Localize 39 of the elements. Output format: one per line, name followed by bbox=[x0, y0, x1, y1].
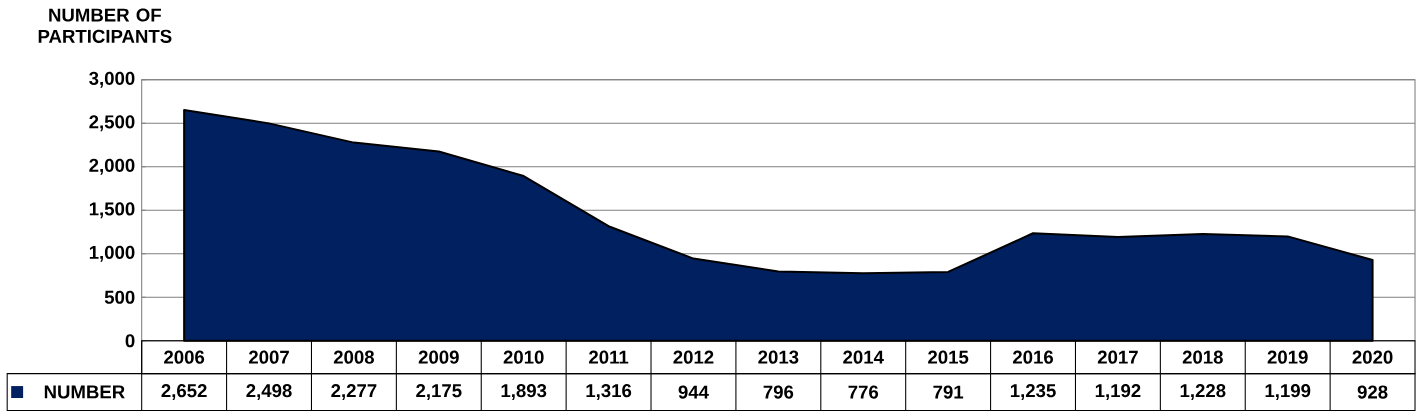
data-label: 1,316 bbox=[586, 383, 632, 400]
x-tick-label: 2015 bbox=[928, 350, 969, 364]
data-label: 2,277 bbox=[331, 383, 377, 400]
y-tick-label: 2,000 bbox=[89, 158, 135, 175]
data-label: 796 bbox=[763, 385, 794, 399]
x-tick-label: 2017 bbox=[1097, 350, 1138, 364]
data-label: 1,893 bbox=[501, 383, 547, 400]
data-label: 2,175 bbox=[416, 383, 462, 400]
data-label: 1,199 bbox=[1265, 383, 1311, 400]
y-axis-title: NUMBER OF PARTICIPANTS bbox=[38, 8, 172, 43]
x-tick-label: 2010 bbox=[503, 350, 544, 364]
x-tick-label: 2014 bbox=[843, 350, 884, 364]
data-label: 944 bbox=[678, 385, 709, 399]
x-tick-label: 2016 bbox=[1012, 350, 1054, 364]
y-tick-label: 1,500 bbox=[89, 202, 135, 218]
x-tick-label: 2009 bbox=[418, 350, 459, 364]
data-label: 2,652 bbox=[161, 383, 207, 400]
x-tick-label: 2013 bbox=[758, 350, 799, 364]
data-label: 776 bbox=[848, 385, 879, 399]
y-tick-label: 2,500 bbox=[89, 115, 135, 131]
y-tick-label: 0 bbox=[125, 333, 135, 348]
x-tick-label: 2012 bbox=[673, 350, 714, 364]
x-tick-label: 2008 bbox=[333, 350, 375, 364]
data-label: 2,498 bbox=[246, 383, 292, 400]
x-tick-label: 2011 bbox=[589, 350, 629, 364]
y-tick-label: 500 bbox=[104, 290, 135, 304]
data-label: 928 bbox=[1357, 385, 1388, 399]
y-tick-label: 3,000 bbox=[89, 71, 135, 88]
data-label: 1,228 bbox=[1180, 383, 1226, 400]
x-tick-label: 2007 bbox=[248, 350, 289, 364]
data-label: 1,235 bbox=[1010, 383, 1056, 400]
x-tick-label: 2019 bbox=[1267, 350, 1308, 364]
y-tick-label: 1,000 bbox=[89, 245, 135, 262]
x-tick-label: 2020 bbox=[1352, 350, 1393, 364]
x-tick-label: 2018 bbox=[1182, 350, 1223, 364]
x-tick-label: 2006 bbox=[164, 350, 205, 364]
data-label: 791 bbox=[933, 385, 964, 399]
data-label: 1,192 bbox=[1095, 383, 1141, 400]
legend-label: NUMBER bbox=[44, 385, 125, 399]
